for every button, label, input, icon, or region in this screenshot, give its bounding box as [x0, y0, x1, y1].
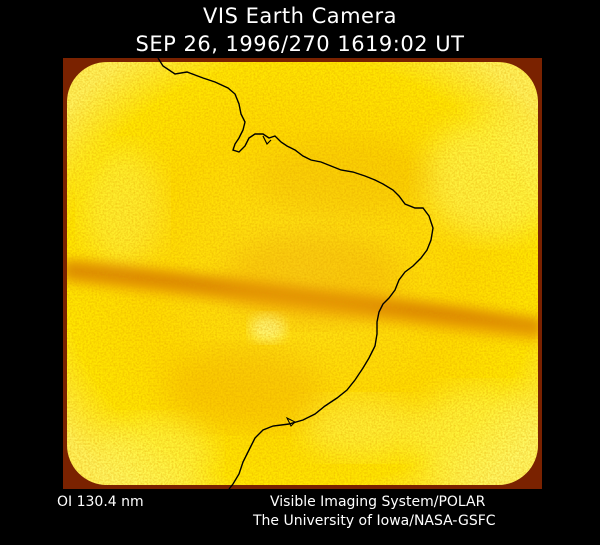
observation-timestamp: SEP 26, 1996/270 1619:02 UT: [135, 32, 465, 56]
airglow-field: [67, 62, 538, 485]
camera-title: VIS Earth Camera: [203, 4, 397, 28]
coastline: [157, 58, 434, 489]
image-canvas: [63, 58, 542, 489]
earth-camera-image: [63, 58, 542, 489]
credit-label: The University of Iowa/NASA-GSFC: [253, 513, 496, 529]
instrument-label: Visible Imaging System/POLAR: [270, 494, 486, 510]
coastline-bay: [285, 416, 296, 427]
wavelength-label: OI 130.4 nm: [57, 494, 144, 510]
coastline-inlet: [262, 135, 272, 146]
